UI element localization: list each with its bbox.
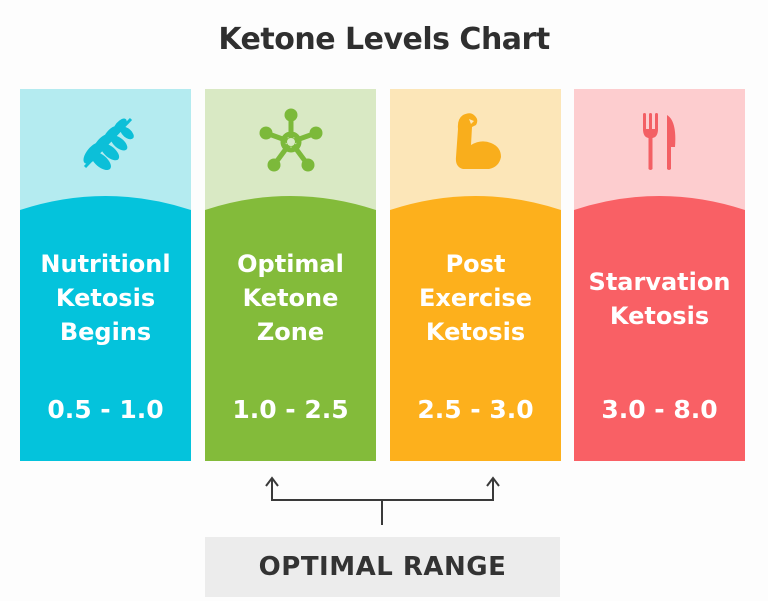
ketone-range-value: 0.5 - 1.0 bbox=[47, 395, 164, 424]
molecule-icon bbox=[259, 108, 322, 172]
column-label: Starvation Ketosis bbox=[588, 268, 731, 330]
ketone-range-value: 1.0 - 2.5 bbox=[232, 395, 349, 424]
curve-divider bbox=[205, 196, 376, 232]
column-nutritional-ketosis: Nutritionl Ketosis Begins 0.5 - 1.0 bbox=[20, 89, 191, 461]
column-body-bg bbox=[20, 229, 191, 461]
column-label: Nutritionl Ketosis Begins bbox=[40, 250, 171, 346]
wheat-icon bbox=[82, 117, 134, 170]
curve-divider bbox=[20, 196, 191, 232]
ketone-range-value: 2.5 - 3.0 bbox=[417, 395, 534, 424]
curve-divider bbox=[574, 196, 745, 232]
ketone-range-value: 3.0 - 8.0 bbox=[601, 395, 718, 424]
column-optimal-ketone-zone: Optimal Ketone Zone 1.0 - 2.5 bbox=[205, 89, 376, 461]
column-starvation-ketosis: Starvation Ketosis 3.0 - 8.0 bbox=[574, 89, 745, 461]
column-label: Post Exercise Ketosis bbox=[418, 250, 532, 346]
chart-title: Ketone Levels Chart bbox=[218, 22, 550, 57]
optimal-range-label: OPTIMAL RANGE bbox=[205, 537, 560, 597]
fork-knife-icon bbox=[642, 113, 675, 170]
column-label: Optimal Ketone Zone bbox=[237, 250, 344, 346]
column-body-bg bbox=[574, 229, 745, 461]
column-body-bg bbox=[205, 229, 376, 461]
column-post-exercise-ketosis: Post Exercise Ketosis 2.5 - 3.0 bbox=[390, 89, 561, 461]
flexed-arm-icon bbox=[455, 113, 501, 169]
curve-divider bbox=[390, 196, 561, 232]
column-body-bg bbox=[390, 229, 561, 461]
